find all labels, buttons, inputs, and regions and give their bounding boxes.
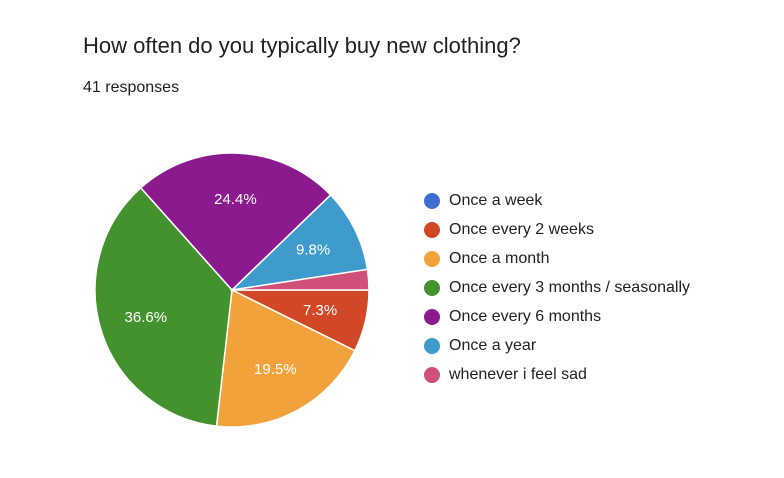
legend-label: Once every 6 months [449, 307, 602, 325]
legend-label: whenever i feel sad [449, 365, 587, 383]
legend-swatch [424, 308, 440, 325]
legend-item-once-a-week[interactable]: Once a week [424, 186, 690, 215]
legend-swatch [424, 279, 440, 296]
pie-slice-label-1: 7.3% [303, 302, 337, 319]
legend-item-whenever-i-feel-sad[interactable]: whenever i feel sad [424, 360, 690, 389]
legend-label: Once every 3 months / seasonally [449, 278, 691, 296]
pie-slice-label-3: 36.6% [125, 309, 168, 326]
legend-swatch [424, 250, 440, 267]
legend-swatch [424, 337, 440, 354]
pie-slice-label-2: 19.5% [254, 361, 297, 378]
pie-slice-4[interactable] [139, 152, 332, 292]
chart-legend: Once a week Once every 2 weeks Once a mo… [424, 186, 690, 389]
legend-item-once-every-6-months[interactable]: Once every 6 months [424, 302, 690, 331]
pie-slice-6[interactable] [231, 268, 370, 291]
pie-slice-3[interactable] [94, 186, 233, 427]
response-count: 41 responses [83, 79, 180, 96]
legend-swatch [424, 366, 440, 383]
legend-item-once-a-year[interactable]: Once a year [424, 331, 690, 360]
pie-slice-2[interactable] [215, 288, 356, 428]
legend-label: Once every 2 weeks [449, 220, 594, 238]
legend-swatch [424, 192, 440, 209]
pie-slice-label-4: 24.4% [214, 191, 257, 208]
legend-item-once-every-3-months[interactable]: Once every 3 months / seasonally [424, 273, 690, 302]
legend-item-once-a-month[interactable]: Once a month [424, 244, 690, 273]
legend-label: Once a year [449, 336, 537, 354]
legend-label: Once a month [449, 249, 550, 267]
chart-title: How often do you typically buy new cloth… [83, 33, 521, 58]
legend-swatch [424, 221, 440, 238]
legend-item-once-every-2-weeks[interactable]: Once every 2 weeks [424, 215, 690, 244]
legend-label: Once a week [449, 191, 543, 209]
pie-slice-5[interactable] [229, 193, 369, 292]
pie-slice-label-5: 9.8% [296, 242, 330, 259]
